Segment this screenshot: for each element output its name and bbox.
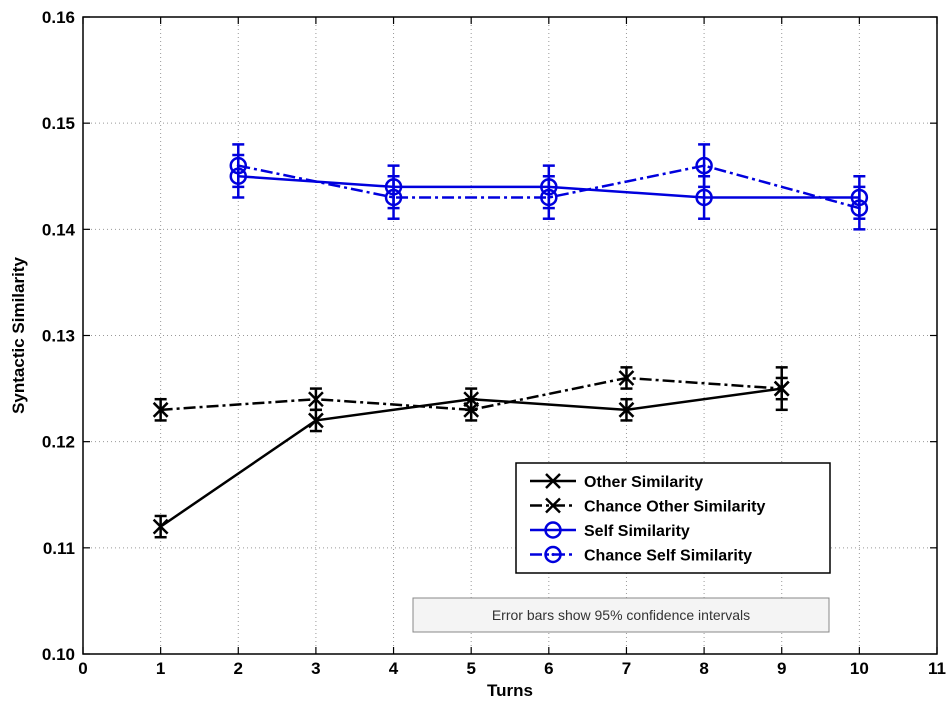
circle-marker	[544, 521, 562, 539]
y-tick-label: 0.10	[42, 645, 75, 664]
y-tick-label: 0.14	[42, 220, 76, 239]
series-3	[229, 143, 869, 231]
x-marker-stroke	[618, 401, 635, 418]
x-marker	[308, 391, 324, 408]
x-marker-stroke	[773, 380, 790, 397]
legend-entry: Self Similarity	[530, 521, 690, 540]
y-tick-label: 0.16	[42, 8, 75, 27]
circle-marker	[695, 156, 713, 175]
ticks-layer: 0 1 2 3 4 5 6 7 8 9 10 11 0.10 0.11 0.12 0.13 0.14 0.15 0.…	[42, 8, 946, 678]
x-tick-label: 0	[78, 659, 87, 678]
legend-entry: Other Similarity	[530, 473, 703, 491]
circle-marker	[540, 188, 558, 207]
x-marker	[545, 473, 561, 489]
x-marker-stroke	[545, 497, 561, 514]
annotation-text: Error bars show 95% confidence intervals	[492, 607, 750, 623]
y-tick-label: 0.13	[42, 327, 75, 346]
x-marker-stroke	[618, 370, 635, 386]
circle-marker-dot	[547, 195, 551, 199]
x-tick-label: 7	[622, 659, 631, 678]
x-tick-label: 9	[777, 659, 786, 678]
circle-marker-dot	[551, 553, 555, 556]
legend-label: Chance Self Similarity	[584, 548, 752, 565]
x-marker-stroke	[308, 391, 324, 408]
legend-label: Self Similarity	[584, 523, 690, 540]
x-axis-title: Turns	[487, 681, 533, 700]
x-marker-stroke	[545, 473, 561, 489]
y-tick-label: 0.11	[43, 539, 75, 558]
x-tick-label: 10	[850, 659, 869, 678]
y-tick-label: 0.15	[42, 114, 75, 133]
x-tick-label: 6	[544, 659, 553, 678]
x-marker-stroke	[463, 401, 480, 418]
x-marker	[463, 401, 480, 418]
x-tick-label: 3	[311, 659, 320, 678]
annotation-box: Error bars show 95% confidence intervals	[412, 597, 830, 633]
y-axis-title: Syntactic Similarity	[9, 257, 28, 414]
annotation-frame	[412, 597, 830, 633]
circle-marker	[384, 188, 403, 207]
x-marker-stroke	[308, 412, 324, 429]
x-marker	[308, 412, 324, 429]
y-tick-label: 0.12	[42, 433, 75, 452]
x-tick-label: 4	[389, 659, 399, 678]
x-marker	[545, 497, 561, 514]
legend-entry: Chance Self Similarity	[530, 545, 752, 565]
legend-label: Other Similarity	[584, 474, 703, 491]
legend-label: Chance Other Similarity	[584, 499, 765, 516]
x-marker	[618, 401, 635, 418]
circle-marker	[544, 545, 562, 564]
x-tick-label: 5	[466, 659, 475, 678]
x-marker	[152, 518, 169, 535]
legend: Other Similarity Chance Other Similarity S…	[515, 462, 831, 574]
circle-marker	[695, 188, 713, 207]
x-marker-stroke	[152, 401, 169, 418]
circle-marker-dot	[236, 164, 240, 168]
x-tick-label: 11	[928, 659, 946, 678]
x-tick-label: 8	[699, 659, 708, 678]
x-tick-label: 1	[156, 659, 165, 678]
circle-marker	[850, 199, 869, 217]
x-marker	[773, 380, 790, 397]
x-marker	[152, 401, 169, 418]
legend-entry: Chance Other Similarity	[530, 497, 765, 516]
circle-marker-dot	[702, 164, 706, 168]
x-tick-label: 2	[234, 659, 243, 678]
x-marker-stroke	[152, 518, 169, 535]
circle-marker	[229, 156, 248, 175]
series-1	[152, 366, 790, 422]
x-marker	[618, 370, 635, 386]
series-layer	[152, 143, 869, 539]
series-line	[160, 376, 782, 412]
circle-marker-dot	[392, 195, 396, 199]
circle-marker-dot	[857, 206, 861, 210]
